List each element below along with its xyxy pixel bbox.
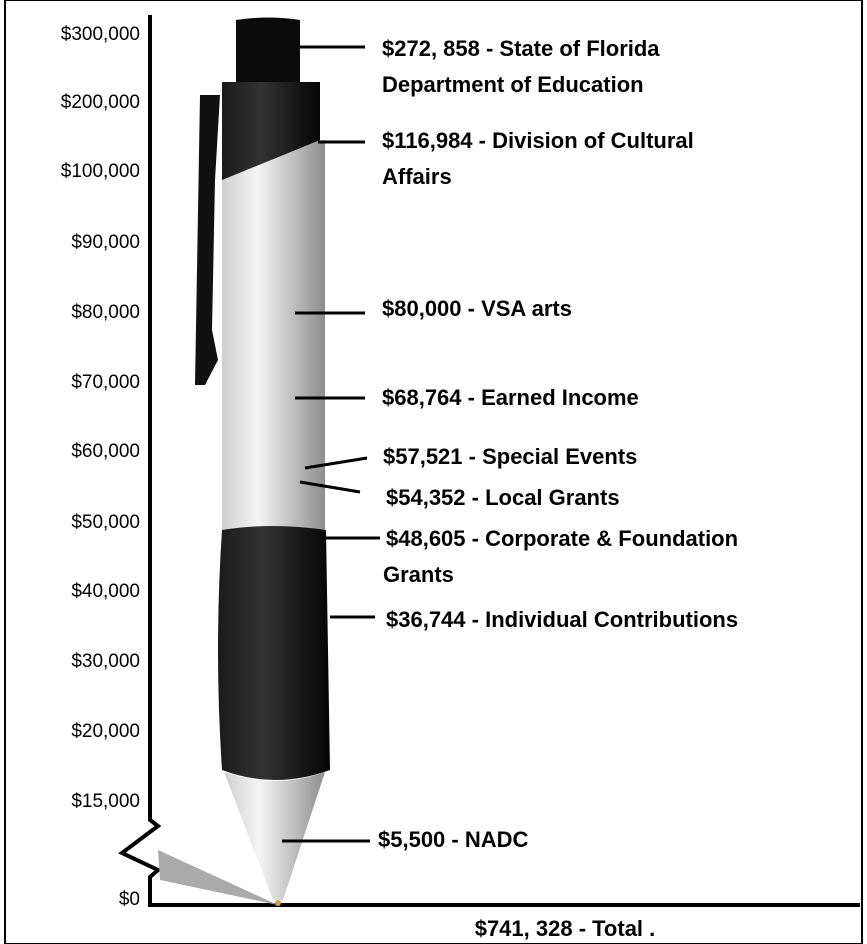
y-tick-label: $20,000: [71, 721, 140, 742]
annotation: Department of Education: [382, 72, 644, 97]
annotation: $116,984 - Division of Cultural: [382, 128, 694, 153]
annotation: $54,352 - Local Grants: [386, 485, 620, 510]
y-tick-label: $50,000: [71, 512, 140, 533]
y-tick-label: $200,000: [61, 92, 140, 113]
annotation: $68,764 - Earned Income: [382, 385, 639, 410]
annotation: $272, 858 - State of Florida: [382, 36, 660, 61]
y-tick-label: $80,000: [71, 302, 140, 323]
annotation: $5,500 - NADC: [378, 827, 529, 852]
annotation: $36,744 - Individual Contributions: [386, 607, 738, 632]
y-tick-label: $15,000: [71, 791, 140, 812]
y-tick-label: $0: [119, 889, 140, 910]
y-tick-label: $70,000: [71, 372, 140, 393]
pen: [195, 18, 330, 907]
annotation: $48,605 - Corporate & Foundation: [386, 526, 738, 551]
annotation: $80,000 - VSA arts: [382, 296, 572, 321]
y-tick-label: $30,000: [71, 651, 140, 672]
y-tick-label: $40,000: [71, 581, 140, 602]
annotation: $57,521 - Special Events: [383, 444, 637, 469]
total: $741, 328 - Total .: [475, 916, 656, 941]
annotation: Affairs: [382, 164, 452, 189]
y-tick-label: $300,000: [61, 24, 140, 45]
y-tick-label: $90,000: [71, 232, 140, 253]
infographic: $300,000 $200,000 $100,000 $90,000 $80,000 $7…: [0, 0, 867, 944]
annotation: Grants: [383, 562, 454, 587]
y-tick-label: $100,000: [61, 161, 140, 182]
y-tick-label: $60,000: [71, 441, 140, 462]
